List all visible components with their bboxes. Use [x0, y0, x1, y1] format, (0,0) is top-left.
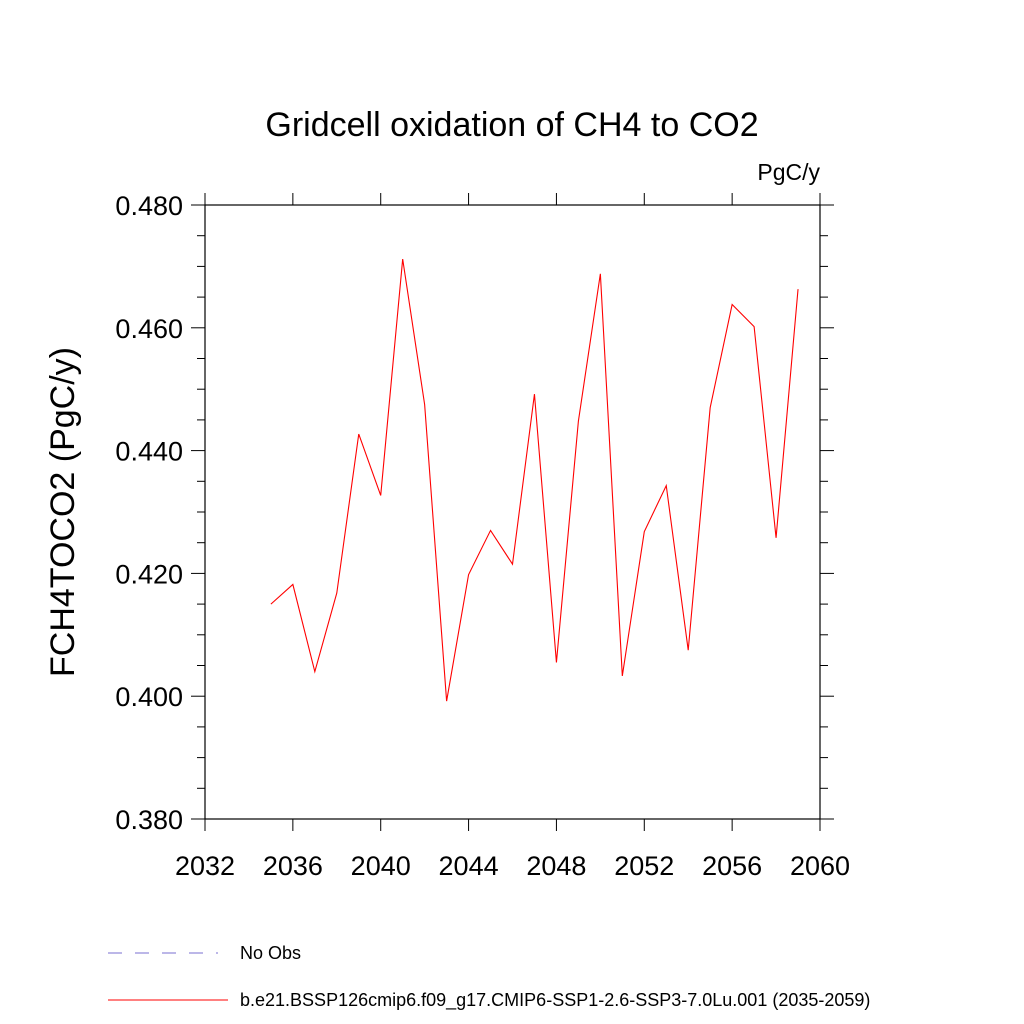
y-tick-label: 0.380 [115, 805, 183, 835]
x-tick-labels: 2032 2036 2040 2044 2048 2052 2056 2060 [175, 851, 850, 881]
x-tick-label: 2032 [175, 851, 235, 881]
series-group [270, 258, 799, 702]
x-tick-label: 2036 [263, 851, 323, 881]
y-tick-label: 0.460 [115, 314, 183, 344]
plot-frame [204, 204, 821, 820]
legend-label-no-obs: No Obs [240, 943, 301, 963]
x-tick-label: 2044 [439, 851, 499, 881]
x-tick-label: 2048 [526, 851, 586, 881]
y-tick-label: 0.400 [115, 682, 183, 712]
y-tick-label: 0.420 [115, 559, 183, 589]
y-tick-labels: 0.380 0.400 0.420 0.440 0.460 0.480 [115, 191, 183, 835]
x-tick-label: 2056 [702, 851, 762, 881]
y-tick-label: 0.440 [115, 437, 183, 467]
y-axis-label: FCH4TOCO2 (PgC/y) [44, 347, 82, 677]
x-tick-label: 2052 [614, 851, 674, 881]
legend-label-model: b.e21.BSSP126cmip6.f09_g17.CMIP6-SSP1-2.… [240, 990, 870, 1011]
axis-ticks [191, 193, 834, 831]
x-tick-label: 2040 [351, 851, 411, 881]
series-line [270, 258, 799, 702]
x-tick-label: 2060 [790, 851, 850, 881]
y-tick-label: 0.480 [115, 191, 183, 221]
chart-title: Gridcell oxidation of CH4 to CO2 [265, 106, 758, 144]
units-label: PgC/y [757, 159, 820, 185]
